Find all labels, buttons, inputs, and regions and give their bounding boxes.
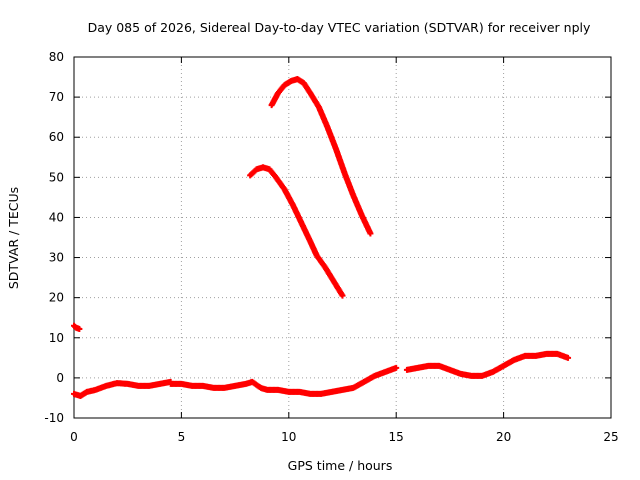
y-tick-label: 20 [49, 291, 64, 305]
axis-ticks: 0 5 10 15 20 25 -10 0 10 20 30 40 50 60 70 80 [44, 50, 618, 444]
y-tick-label: 80 [49, 50, 64, 64]
plot-frame [73, 56, 612, 419]
data-point [339, 292, 346, 299]
data-point [393, 364, 400, 371]
series-arc-3 [167, 364, 400, 397]
y-tick-label: 0 [56, 371, 64, 385]
data-point [76, 325, 83, 332]
series-arc-1 [71, 322, 83, 332]
x-tick-label: 5 [178, 430, 186, 444]
x-axis-title: GPS time / hours [288, 458, 393, 473]
y-tick-label: -10 [44, 411, 64, 425]
chart-title: Day 085 of 2026, Sidereal Day-to-day VTE… [88, 20, 591, 35]
data-point [565, 354, 572, 361]
series-arc-5 [247, 164, 346, 299]
series-arc-6 [268, 76, 374, 237]
x-tick-label: 0 [70, 430, 78, 444]
y-tick-label: 60 [49, 130, 64, 144]
x-tick-label: 25 [603, 430, 618, 444]
data-points [71, 76, 572, 399]
y-tick-label: 30 [49, 251, 64, 265]
x-tick-label: 20 [496, 430, 511, 444]
series-arc-4 [403, 350, 572, 379]
x-tick-label: 15 [389, 430, 404, 444]
data-point [367, 230, 374, 237]
y-tick-label: 40 [49, 210, 64, 224]
y-tick-label: 10 [49, 331, 64, 345]
y-tick-label: 50 [49, 170, 64, 184]
y-tick-label: 70 [49, 90, 64, 104]
y-axis-title: SDTVAR / TECUs [6, 187, 21, 289]
x-tick-label: 10 [281, 430, 296, 444]
